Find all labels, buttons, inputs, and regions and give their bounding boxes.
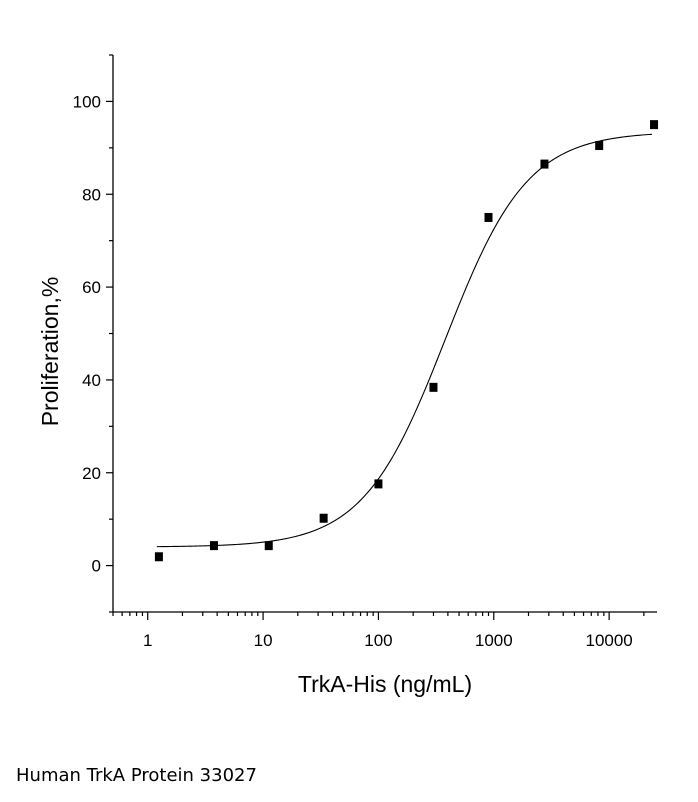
data-point	[374, 479, 383, 489]
data-point	[264, 541, 273, 551]
data-point	[595, 141, 604, 151]
axes	[112, 55, 657, 613]
x-tick-label: 10	[254, 631, 273, 650]
x-tick-label: 100	[364, 631, 392, 650]
x-axis-title: TrkA-His (ng/mL)	[298, 671, 472, 697]
data-point	[154, 552, 163, 562]
data-point	[650, 120, 659, 130]
data-point	[540, 159, 549, 169]
y-tick-label: 40	[82, 371, 101, 390]
y-tick-label: 80	[82, 185, 101, 204]
data-point	[209, 541, 218, 551]
x-tick-label: 1000	[475, 631, 513, 650]
y-tick-label: 0	[92, 557, 101, 576]
axis-ticks	[106, 54, 645, 620]
tick-labels: 0 20 40 60 80 100 1 10 100 1000 10000	[73, 92, 633, 650]
dose-response-chart: 0 20 40 60 80 100 1 10 100 1000 10000 TrkA-His (ng…	[37, 54, 659, 697]
data-point	[484, 212, 493, 222]
y-tick-label: 20	[82, 464, 101, 483]
figure-caption: Human TrkA Protein 33027	[16, 765, 257, 786]
data-point	[319, 513, 328, 523]
y-axis-title: Proliferation,%	[37, 277, 63, 427]
y-tick-label: 100	[73, 92, 101, 111]
data-point	[429, 382, 438, 392]
data-points	[154, 120, 659, 562]
x-tick-label: 1	[143, 631, 152, 650]
x-tick-label: 10000	[585, 631, 632, 650]
y-tick-label: 60	[82, 278, 101, 297]
fit-curve	[156, 133, 652, 548]
